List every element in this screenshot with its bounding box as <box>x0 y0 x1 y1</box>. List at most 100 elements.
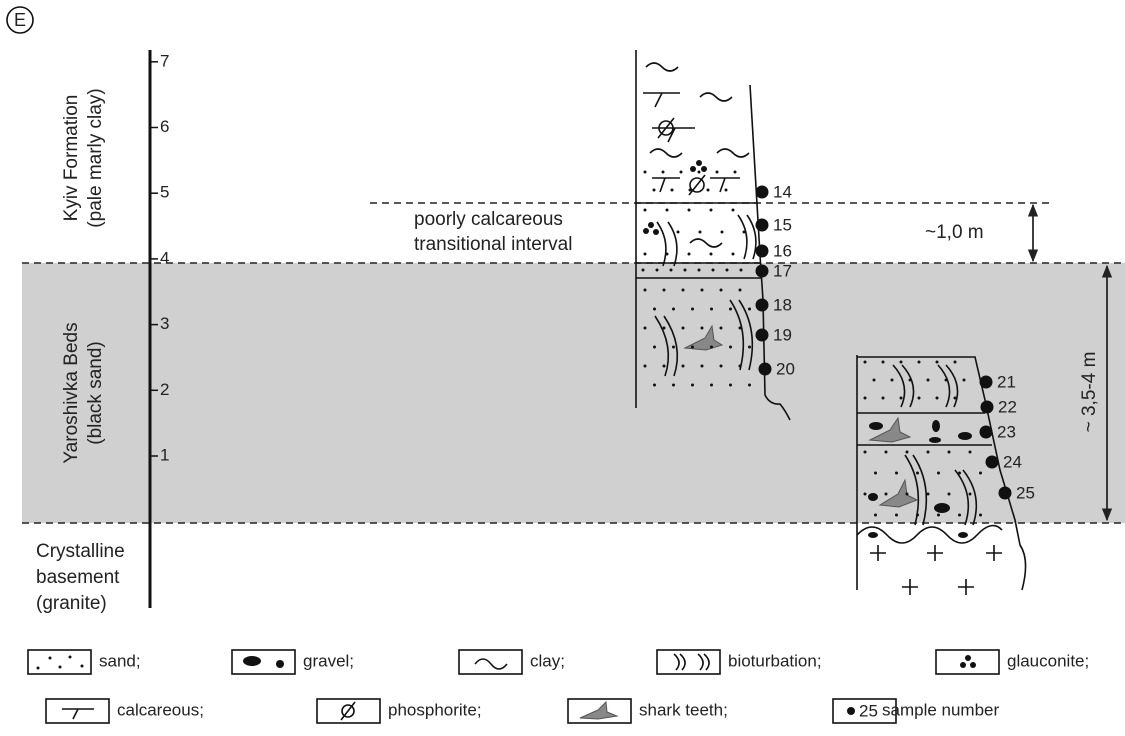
sample-dot <box>756 329 769 342</box>
sample-dot <box>981 401 994 414</box>
sand-dot <box>927 379 930 382</box>
sand-dot <box>721 231 724 234</box>
sand-dot <box>726 269 729 272</box>
sand-dot <box>734 171 737 174</box>
sand-dot <box>682 327 685 330</box>
sand-dot <box>739 289 742 292</box>
sand-dot <box>885 451 888 454</box>
sand-dot <box>710 384 713 387</box>
sand-dot <box>653 189 656 192</box>
sand-dot <box>642 269 645 272</box>
sand-dot <box>882 361 885 364</box>
unit-line: basement <box>36 567 120 588</box>
sample-label: 24 <box>1003 452 1022 471</box>
sand-dot <box>936 397 939 400</box>
sand-dot <box>672 308 675 311</box>
sand-dot <box>710 346 713 349</box>
sand-dot <box>900 397 903 400</box>
scale-label: 5 <box>160 183 169 202</box>
sand-dot <box>895 514 898 517</box>
sand-dot <box>748 384 751 387</box>
sand-dot <box>689 189 692 192</box>
sand-dot <box>979 472 982 475</box>
unit-name: Yaroshivka Beds <box>61 322 82 463</box>
sand-dot <box>720 365 723 368</box>
sand-dot <box>671 189 674 192</box>
sand-dot <box>874 472 877 475</box>
sand-dot <box>864 451 867 454</box>
sand-dot <box>900 361 903 364</box>
sand-dot <box>663 327 666 330</box>
sand-dot <box>698 269 701 272</box>
diagram: E 1234567 Kyiv Formation (pale marly cla… <box>0 0 1125 736</box>
panel-label: E <box>14 10 26 30</box>
sand-dot <box>662 171 665 174</box>
sample-label: 15 <box>773 215 792 234</box>
thickness-label: ~1,0 m <box>925 222 984 243</box>
sand-dot <box>743 231 746 234</box>
annotation: poorly calcareous <box>414 209 563 230</box>
legend-label: clay; <box>530 651 565 670</box>
sand-dot <box>969 493 972 496</box>
sand-dot <box>936 361 939 364</box>
sample-dot <box>756 299 769 312</box>
sand-dot <box>663 365 666 368</box>
sand-dot <box>954 397 957 400</box>
sand-dot <box>739 327 742 330</box>
scale-label: 7 <box>160 51 169 70</box>
sand-dot <box>644 327 647 330</box>
sand-dot <box>906 451 909 454</box>
sand-dot <box>916 514 919 517</box>
sample-label: 21 <box>997 372 1016 391</box>
sand-dot <box>701 289 704 292</box>
scale-label: 3 <box>160 314 169 333</box>
sand-dot <box>644 365 647 368</box>
sand-dot <box>656 269 659 272</box>
sand-dot <box>682 365 685 368</box>
sand-dot <box>666 209 669 212</box>
sample-label: 16 <box>773 241 792 260</box>
sample-label: 18 <box>773 295 792 314</box>
sand-dot <box>698 171 701 174</box>
sand-dot <box>864 397 867 400</box>
sample-label: 23 <box>997 422 1016 441</box>
sand-dot <box>666 253 669 256</box>
sand-dot <box>732 209 735 212</box>
sample-label: 25 <box>1016 483 1035 502</box>
sand-dot <box>963 379 966 382</box>
sample-label: 22 <box>998 397 1017 416</box>
sand-dot <box>684 269 687 272</box>
sand-dot <box>958 514 961 517</box>
sand-dot <box>864 493 867 496</box>
legend-label: bioturbation; <box>728 651 822 670</box>
legend-label: gravel; <box>303 651 354 670</box>
sand-dot <box>873 379 876 382</box>
scale-label: 6 <box>160 117 169 136</box>
sand-dot <box>729 308 732 311</box>
sample-dot <box>980 376 993 389</box>
unit-line: Crystalline <box>36 541 125 562</box>
sand-dot <box>906 493 909 496</box>
sample-label: 14 <box>773 182 792 201</box>
sand-dot <box>882 397 885 400</box>
unit-line: (granite) <box>36 593 107 614</box>
sand-dot <box>701 365 704 368</box>
sand-dot <box>653 308 656 311</box>
sand-dot <box>948 493 951 496</box>
sand-dot <box>739 365 742 368</box>
sand-dot <box>691 384 694 387</box>
sand-dot <box>720 327 723 330</box>
sand-dot <box>748 308 751 311</box>
scale-label: 2 <box>160 380 169 399</box>
sample-dot <box>759 363 772 376</box>
legend-sample-icon: 25 <box>859 701 878 720</box>
sand-dot <box>653 384 656 387</box>
sample-label: 19 <box>773 325 792 344</box>
sand-dot <box>644 289 647 292</box>
sand-dot <box>707 189 710 192</box>
sand-dot <box>748 346 751 349</box>
sand-dot <box>937 514 940 517</box>
legend-label: glauconite; <box>1007 651 1089 670</box>
scale-label: 4 <box>160 248 169 267</box>
sand-dot <box>958 472 961 475</box>
